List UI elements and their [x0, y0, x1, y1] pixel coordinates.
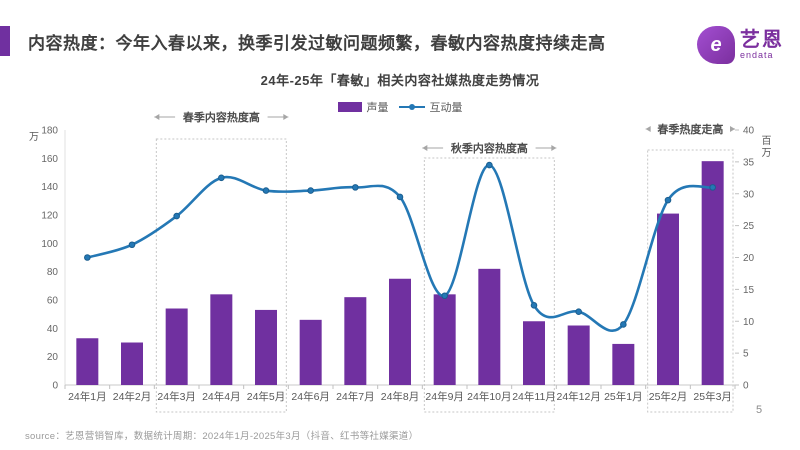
legend-label-bar: 声量 — [366, 102, 389, 114]
line-point-24年7月 — [352, 184, 359, 191]
x-axis-label: 24年8月 — [381, 390, 420, 403]
arrow-left-icon — [645, 126, 651, 132]
page-number: 5 — [756, 404, 763, 416]
bar-24年8月 — [389, 278, 411, 385]
right-axis-tick: 40 — [743, 126, 755, 137]
right-axis-unit: 百万 — [759, 135, 770, 159]
bar-24年5月 — [255, 309, 277, 385]
legend-item-bar: 声量 — [337, 99, 389, 115]
arrow-right-icon — [551, 145, 557, 151]
bar-24年9月 — [433, 294, 456, 385]
annotation-box — [647, 149, 734, 413]
arrow-left-icon — [422, 145, 428, 151]
endata-logo: e 艺恩 endata — [697, 22, 784, 68]
title-accent-bar — [0, 26, 10, 56]
line-point-24年3月 — [173, 212, 180, 220]
line-point-24年2月 — [128, 241, 136, 249]
x-axis-label: 24年6月 — [291, 390, 330, 403]
x-axis-label: 25年3月 — [693, 390, 732, 403]
logo-text: 艺恩 endata — [740, 30, 784, 60]
logo-e-glyph: e — [710, 34, 722, 56]
left-axis-tick: 160 — [41, 154, 58, 165]
bar-24年3月 — [165, 308, 188, 385]
line-point-24年1月 — [84, 254, 91, 261]
endata-logo-icon: e — [697, 26, 735, 64]
x-axis-label: 25年2月 — [649, 390, 688, 403]
right-axis-tick: 20 — [743, 253, 755, 264]
x-axis-label: 24年4月 — [202, 390, 241, 403]
right-axis-tick: 35 — [743, 157, 755, 168]
line-point-24年12月 — [575, 308, 582, 315]
x-axis-label: 24年2月 — [113, 390, 152, 403]
right-axis-tick: 15 — [743, 285, 755, 296]
bar-24年2月 — [121, 342, 143, 385]
x-axis-label: 24年7月 — [336, 390, 375, 403]
chart-legend: 声量 互动量 — [0, 99, 800, 115]
x-axis-label: 24年3月 — [157, 390, 196, 403]
bar-24年10月 — [478, 268, 501, 385]
annotation-box — [423, 157, 555, 413]
logo-name: 艺恩 — [740, 29, 784, 51]
bar-25年2月 — [657, 213, 679, 385]
left-axis-tick: 180 — [41, 126, 58, 137]
bar-swatch-icon — [337, 102, 362, 112]
line-point-24年4月 — [218, 174, 225, 182]
line-互动量 — [86, 163, 714, 332]
left-axis-tick: 140 — [41, 182, 58, 193]
x-axis-label: 25年1月 — [604, 390, 643, 403]
left-axis-tick: 60 — [47, 296, 59, 307]
x-axis-label: 24年9月 — [425, 390, 464, 403]
x-axis-label: 24年1月 — [68, 390, 107, 403]
bar-24年6月 — [299, 319, 322, 385]
line-point-24年10月 — [486, 161, 493, 169]
bar-24年7月 — [344, 297, 367, 385]
line-point-24年9月 — [441, 292, 448, 300]
bar-24年12月 — [567, 325, 590, 385]
header: 内容热度：今年入春以来，换季引发过敏问题频繁，春敏内容热度持续走高 e 艺恩 e… — [0, 22, 800, 64]
right-axis-tick: 30 — [743, 189, 755, 200]
line-point-25年1月 — [620, 321, 627, 328]
line-point-25年3月 — [709, 184, 716, 191]
logo-subname: endata — [740, 50, 774, 60]
line-point-24年8月 — [396, 193, 404, 201]
bar-24年4月 — [210, 294, 233, 385]
x-axis-label: 24年11月 — [512, 390, 556, 403]
left-axis-tick: 40 — [47, 324, 59, 335]
bar-25年3月 — [701, 161, 724, 385]
line-point-24年5月 — [262, 187, 270, 194]
line-point-24年6月 — [307, 187, 314, 194]
annotation-box — [155, 138, 287, 413]
right-axis-tick: 0 — [743, 381, 749, 392]
x-axis-label: 24年12月 — [556, 390, 600, 403]
annotation-label: 秋季内容热度高 — [451, 141, 528, 155]
right-axis-tick: 10 — [743, 317, 755, 328]
bar-24年11月 — [523, 321, 545, 385]
line-swatch-icon — [398, 102, 425, 112]
left-axis-tick: 100 — [41, 239, 58, 250]
left-axis-tick: 80 — [47, 267, 59, 278]
right-axis-tick: 5 — [743, 349, 749, 360]
annotation-label: 春季内容热度高 — [183, 110, 260, 124]
left-axis-tick: 20 — [47, 352, 59, 363]
source-note: source：艺恩营销智库，数据统计周期：2024年1月-2025年3月（抖音、… — [25, 431, 419, 442]
x-axis-label: 24年10月 — [467, 390, 511, 403]
x-axis-label: 24年5月 — [247, 390, 286, 403]
line-point-24年11月 — [530, 302, 538, 309]
left-axis-tick: 120 — [41, 211, 58, 222]
arrow-right-icon — [283, 114, 289, 120]
line-point-25年2月 — [664, 196, 672, 204]
chart-title: 24年-25年「春敏」相关内容社媒热度走势情况 — [260, 73, 540, 88]
annotation-label: 春季热度走高 — [657, 122, 723, 136]
legend-item-line: 互动量 — [398, 99, 463, 115]
arrow-right-icon — [730, 126, 735, 132]
bar-24年1月 — [76, 338, 99, 385]
page-title: 内容热度：今年入春以来，换季引发过敏问题频繁，春敏内容热度持续走高 — [28, 34, 606, 53]
right-axis-tick: 25 — [743, 221, 755, 232]
left-axis-unit: 万 — [29, 132, 39, 143]
left-axis-tick: 0 — [52, 381, 58, 392]
bar-25年1月 — [612, 343, 635, 385]
arrow-left-icon — [154, 114, 160, 120]
legend-label-line: 互动量 — [429, 102, 463, 114]
